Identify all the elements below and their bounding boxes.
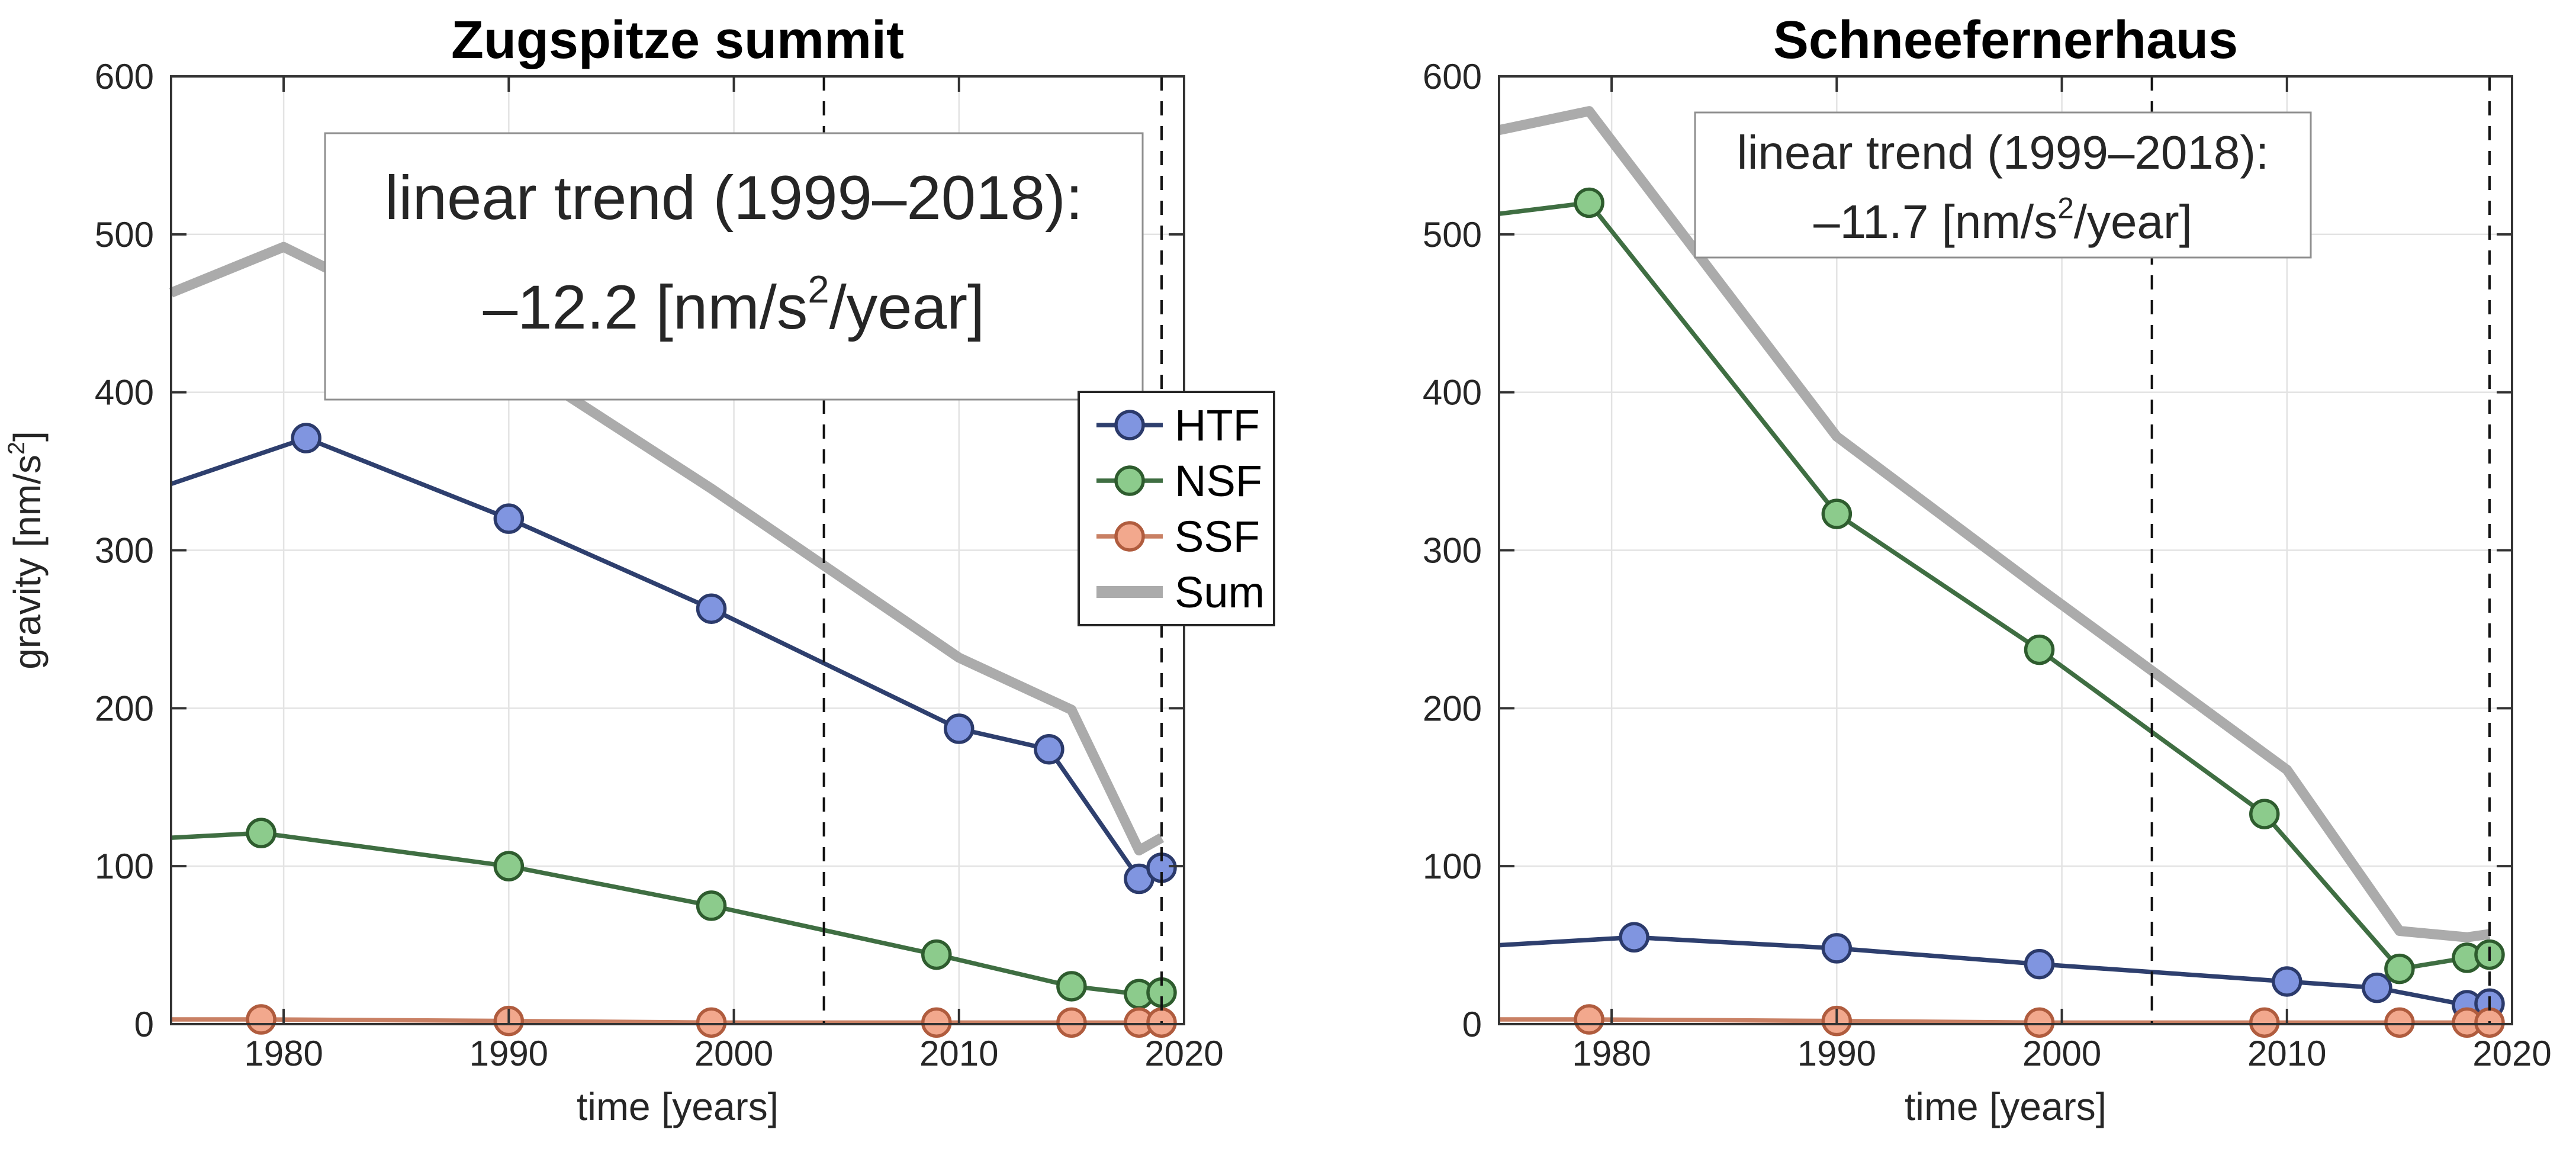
series-marker-nsf	[1821, 498, 1853, 529]
series-marker-nsf	[1056, 971, 1087, 1002]
series-marker-htf	[493, 503, 525, 534]
y-tick-label: 300	[1423, 531, 1482, 571]
series-line-htf	[1498, 935, 2490, 1008]
series-line-sum	[1498, 106, 2491, 942]
series-marker-nsf	[246, 818, 276, 848]
series-marker-nsf	[2024, 634, 2055, 665]
y-tick-label: 600	[1423, 57, 1482, 96]
y-tick-label: 0	[134, 1005, 154, 1044]
legend-item-label: HTF	[1175, 401, 1260, 450]
y-tick-label: 400	[1423, 373, 1482, 413]
series-marker-htf	[1034, 733, 1065, 765]
series-marker-ssf	[1574, 1004, 1604, 1035]
legend-item-label: NSF	[1175, 456, 1262, 506]
y-tick-label: 600	[95, 57, 154, 96]
series-marker-ssf	[696, 1007, 727, 1038]
series-marker-ssf	[246, 1004, 276, 1035]
x-tick-label: 1980	[244, 1034, 323, 1073]
series-marker-ssf	[921, 1007, 952, 1038]
x-axis-label: time [years]	[1905, 1085, 2107, 1128]
series-marker-htf	[944, 713, 975, 744]
annotation-line1: linear trend (1999–2018):	[385, 163, 1083, 233]
y-tick-label: 500	[1423, 215, 1482, 255]
legend-marker-ssf	[1114, 521, 1145, 552]
legend-marker-nsf	[1114, 465, 1145, 496]
series-marker-htf	[291, 423, 321, 453]
series-line-sum	[169, 242, 1165, 855]
x-tick-label: 1980	[1572, 1034, 1651, 1073]
y-tick-label: 100	[1423, 847, 1482, 886]
chart-title: Zugspitze summit	[451, 11, 904, 70]
series-marker-nsf	[2384, 953, 2415, 984]
series-marker-htf	[1821, 933, 1853, 964]
series-marker-nsf	[493, 851, 525, 881]
series-marker-htf	[1619, 922, 1649, 953]
series-marker-nsf	[696, 890, 727, 921]
chart-title: Schneefernerhaus	[1773, 11, 2238, 70]
annotation-line1: linear trend (1999–2018):	[1737, 126, 2269, 179]
chart-schneefernerhaus: 1980 1990 2000 2010 2020 0 100 200 300 400 500 600 S…	[1423, 11, 2552, 1128]
series-marker-htf	[2272, 966, 2302, 997]
series-marker-nsf	[921, 939, 952, 970]
annotation-line2: –11.7 [nm/s2/year]	[1813, 191, 2192, 248]
y-tick-label: 100	[95, 847, 154, 886]
series-marker-htf	[696, 593, 727, 624]
chart-zugspitze-summit: 1980 1990 2000 2010 2020 0 100 200 300 400 500 600 Z…	[4, 11, 1224, 1128]
series-marker-ssf	[1056, 1007, 1087, 1038]
series-marker-nsf	[1574, 187, 1604, 218]
legend-marker-htf	[1114, 410, 1145, 440]
y-tick-label: 200	[1423, 688, 1482, 728]
y-tick-label: 200	[95, 688, 154, 728]
y-axis-label: gravity [nm/s2]	[4, 431, 49, 670]
y-tick-label: 0	[1462, 1005, 1482, 1044]
x-tick-label: 2000	[694, 1034, 773, 1073]
series-marker-htf	[2362, 972, 2392, 1003]
series-marker-ssf	[2249, 1007, 2280, 1038]
y-tick-label: 300	[95, 531, 154, 571]
x-tick-label: 2020	[2472, 1034, 2551, 1073]
x-tick-label: 2010	[2247, 1034, 2326, 1073]
x-tick-label: 1990	[1797, 1034, 1876, 1073]
series-marker-ssf	[2024, 1007, 2055, 1038]
series-marker-ssf	[2384, 1007, 2415, 1038]
x-tick-label: 2010	[919, 1034, 998, 1073]
legend: HTF NSF SSF Sum	[1078, 391, 1275, 626]
series-marker-nsf	[2249, 799, 2280, 829]
annotation-box	[1694, 111, 2312, 259]
series-line-htf	[170, 436, 1163, 881]
y-tick-label: 500	[95, 215, 154, 255]
legend-item-label: Sum	[1175, 568, 1265, 617]
legend-item-label: SSF	[1175, 512, 1260, 561]
annotation-line2: –12.2 [nm/s2/year]	[483, 268, 985, 342]
x-tick-label: 2020	[1144, 1034, 1223, 1073]
series-marker-htf	[2024, 948, 2055, 980]
y-tick-label: 400	[95, 373, 154, 413]
x-tick-label: 2000	[2022, 1034, 2101, 1073]
x-axis-label: time [years]	[577, 1085, 779, 1128]
annotation-box	[324, 132, 1144, 401]
x-tick-label: 1990	[469, 1034, 548, 1073]
